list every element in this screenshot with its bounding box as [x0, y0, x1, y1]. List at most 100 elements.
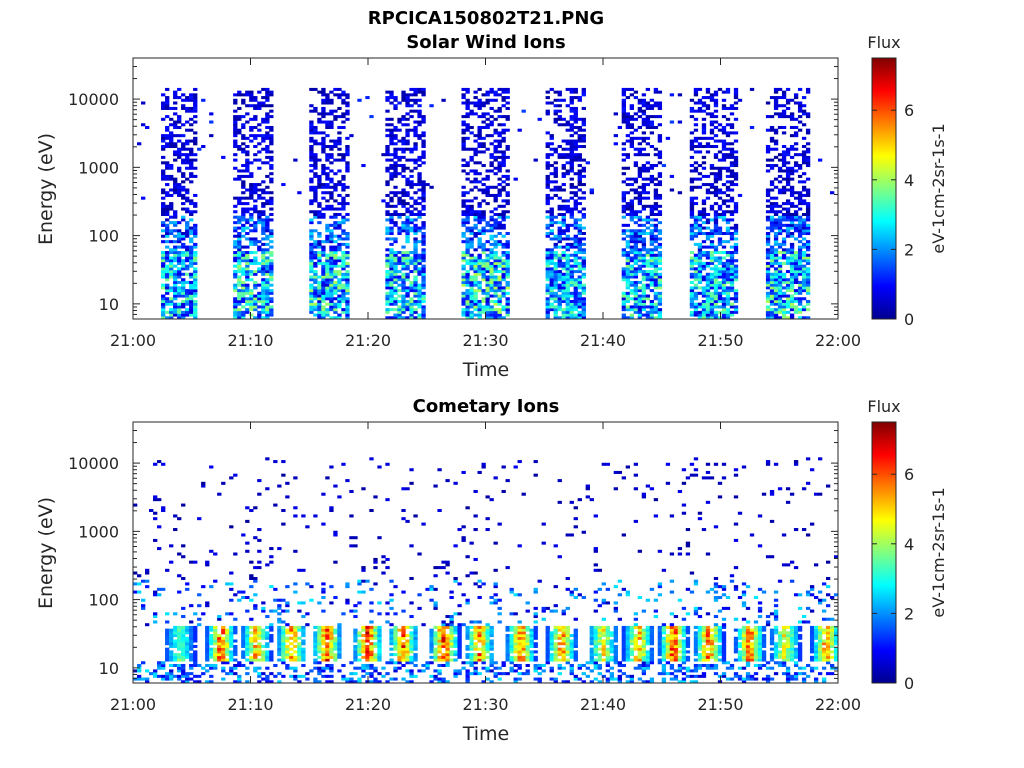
spectrogram-cell — [265, 272, 270, 276]
spectrogram-cell — [785, 150, 791, 154]
spectrogram-cell — [413, 294, 418, 298]
spectrogram-cell — [321, 261, 326, 265]
spectrogram-cell — [413, 131, 418, 135]
spectrogram-cell — [233, 134, 238, 138]
spectrogram-cell — [717, 280, 723, 284]
spectrogram-cell — [713, 280, 719, 284]
spectrogram-cell — [173, 528, 178, 532]
spectrogram-cell — [773, 155, 779, 159]
spectrogram-cell — [461, 199, 466, 203]
spectrogram-cell — [245, 270, 250, 274]
spectrogram-cell — [173, 308, 178, 312]
spectrogram-cell — [653, 316, 659, 319]
spectrogram-cell — [245, 299, 250, 303]
spectrogram-cell — [689, 177, 695, 181]
spectrogram-cell — [501, 215, 506, 219]
spectrogram-cell — [397, 261, 402, 265]
spectrogram-cell — [497, 212, 502, 216]
spectrogram-cell — [465, 308, 470, 312]
spectrogram-cell — [725, 316, 731, 319]
spectrogram-cell — [701, 245, 707, 249]
spectrogram-cell — [693, 136, 699, 140]
spectrogram-cell — [241, 223, 246, 227]
spectrogram-cell — [321, 291, 326, 295]
spectrogram-cell — [169, 267, 174, 271]
spectrogram-cell — [569, 169, 574, 173]
spectrogram-cell — [233, 115, 238, 119]
spectrogram-cell — [317, 142, 322, 146]
spectrogram-cell — [797, 253, 803, 257]
spectrogram-cell — [209, 666, 214, 670]
panel-title: Cometary Ions — [413, 396, 560, 417]
spectrogram-cell — [461, 193, 466, 197]
spectrogram-cell — [765, 101, 771, 105]
spectrogram-cell — [421, 240, 426, 244]
spectrogram-cell — [325, 308, 330, 312]
spectrogram-cell — [701, 253, 707, 257]
spectrogram-cell — [713, 259, 719, 263]
spectrogram-cell — [161, 229, 166, 233]
spectrogram-cell — [417, 172, 422, 176]
spectrogram-cell — [193, 674, 198, 678]
spectrogram-cell — [489, 123, 494, 127]
spectrogram-cell — [409, 210, 414, 214]
spectrogram-cell — [337, 183, 342, 187]
spectrogram-cell — [501, 286, 506, 290]
spectrogram-cell — [553, 270, 558, 274]
spectrogram-cell — [145, 571, 150, 575]
spectrogram-cell — [177, 286, 182, 290]
spectrogram-cell — [657, 302, 663, 306]
spectrogram-cell — [493, 294, 498, 298]
spectrogram-cell — [185, 199, 190, 203]
spectrogram-cell — [237, 316, 242, 319]
spectrogram-cell — [257, 248, 262, 252]
spectrogram-cell — [385, 253, 390, 257]
spectrogram-cell — [725, 264, 731, 268]
spectrogram-cell — [189, 158, 194, 162]
spectrogram-cell — [573, 305, 578, 309]
spectrogram-cell — [485, 202, 490, 206]
spectrogram-cell — [709, 242, 715, 246]
spectrogram-cell — [481, 289, 486, 293]
spectrogram-cell — [569, 90, 574, 94]
x-axis: 21:00 21:10 21:20 21:30 21:40 21:50 22:00 — [110, 58, 861, 350]
spectrogram-cell — [505, 202, 510, 206]
spectrogram-cell — [501, 210, 506, 214]
spectrogram-cell — [417, 240, 422, 244]
spectrogram-cell — [185, 96, 190, 100]
spectrogram-cell — [317, 131, 322, 135]
spectrogram-cell — [341, 251, 346, 255]
spectrogram-cell — [413, 264, 418, 268]
spectrogram-cell — [725, 240, 731, 244]
spectrogram-cell — [785, 310, 791, 314]
spectrogram-cell — [573, 283, 578, 287]
spectrogram-cell — [789, 202, 795, 206]
spectrogram-cell — [573, 117, 578, 121]
spectrogram-cell — [313, 305, 318, 309]
spectrogram-cell — [657, 90, 663, 94]
spectrogram-cell — [485, 240, 490, 244]
spectrogram-cell — [461, 294, 466, 298]
spectrogram-cell — [173, 275, 178, 279]
spectrogram-cell — [769, 299, 775, 303]
spectrogram-cell — [265, 174, 270, 178]
spectrogram-cell — [533, 158, 538, 162]
spectrogram-cell — [405, 229, 410, 233]
spectrogram-cell — [777, 316, 783, 319]
spectrogram-cell — [241, 234, 246, 238]
spectrogram-cell — [165, 101, 170, 105]
spectrogram-cell — [265, 308, 270, 312]
spectrogram-cell — [501, 204, 506, 208]
spectrogram-cell — [505, 106, 510, 110]
spectrogram-cell — [173, 658, 178, 662]
spectrogram-cell — [329, 291, 334, 295]
spectrogram-cell — [701, 101, 707, 105]
spectrogram-cell — [165, 218, 170, 222]
spectrogram-cell — [241, 316, 246, 319]
spectrogram-cell — [257, 283, 262, 287]
spectrogram-cell — [625, 123, 631, 127]
spectrogram-cell — [405, 183, 410, 187]
spectrogram-cell — [501, 305, 506, 309]
spectrogram-cell — [805, 240, 811, 244]
spectrogram-cell — [505, 251, 510, 255]
